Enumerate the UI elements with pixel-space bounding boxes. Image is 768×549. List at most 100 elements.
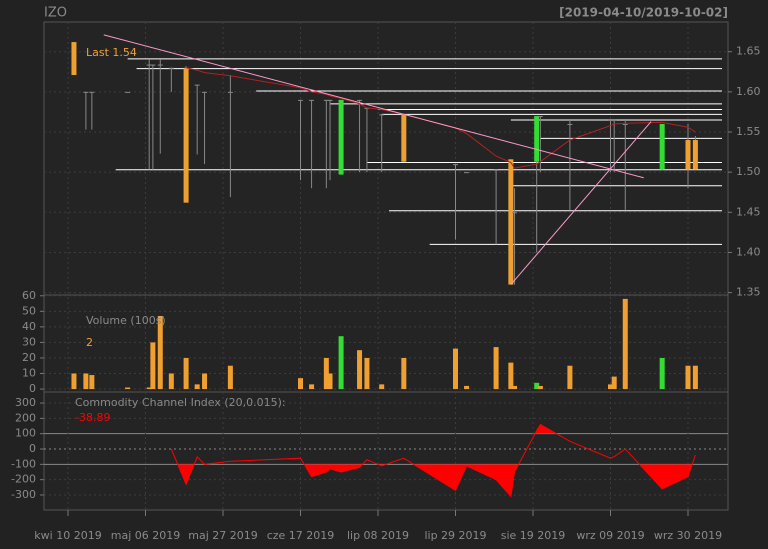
volume-bar: [338, 336, 344, 390]
candle-body: [493, 169, 499, 171]
x-tick-label: maj 06 2019: [111, 529, 181, 542]
candle-body: [659, 123, 665, 170]
volume-bar: [567, 365, 573, 390]
volume-bar: [508, 362, 514, 390]
candle-body: [202, 91, 208, 93]
candle-body: [150, 64, 156, 66]
candle-body: [453, 164, 458, 166]
volume-bar: [309, 384, 315, 390]
candle-body: [309, 99, 315, 101]
candle-body: [168, 67, 174, 69]
candle-body: [194, 84, 200, 86]
candle-body: [323, 99, 329, 101]
volume-bar: [150, 342, 156, 390]
volume-bar: [692, 365, 698, 390]
cci-tick-label: 0: [29, 442, 36, 455]
volume-bar: [685, 365, 691, 390]
candle-body: [338, 99, 344, 175]
candle-body: [537, 115, 543, 117]
y-tick-label: 1.35: [736, 286, 761, 299]
volume-bar: [537, 385, 543, 390]
volume-bar: [534, 382, 540, 390]
volume-label: Volume (100s): [86, 314, 166, 327]
candle-body: [327, 99, 333, 101]
candle-body: [227, 91, 233, 93]
cci-tick-label: 200: [15, 411, 36, 424]
cci-tick-label: -200: [11, 473, 36, 486]
candle-body: [364, 107, 370, 109]
volume-bar: [227, 365, 233, 390]
volume-bar: [659, 357, 665, 390]
y-tick-label: 1.45: [736, 205, 761, 218]
volume-bar: [364, 357, 370, 390]
y-tick-label: 1.65: [736, 45, 761, 58]
candle-body: [464, 172, 470, 174]
cci-line: [170, 423, 696, 498]
volume-bar: [146, 387, 152, 390]
candle-body: [357, 99, 363, 101]
last-price: Last 1.54: [86, 46, 137, 59]
candle-body: [512, 212, 518, 214]
candle-body: [692, 140, 698, 170]
volume-last: 2: [86, 336, 93, 349]
volume-bar: [327, 373, 333, 390]
plot-frame: [43, 21, 729, 511]
candle-body: [71, 42, 77, 75]
volume-bar: [125, 387, 131, 390]
x-tick-label: lip 08 2019: [347, 529, 409, 542]
candle-body: [83, 91, 89, 93]
volume-bar: [202, 373, 208, 390]
candle-body: [611, 119, 617, 121]
x-tick-label: kwi 10 2019: [34, 529, 101, 542]
volume-bar: [298, 378, 303, 390]
candle-body: [125, 91, 131, 93]
date-range: [2019-04-10/2019-10-02]: [559, 6, 728, 20]
candle-body: [685, 140, 691, 170]
candle-body: [298, 99, 303, 101]
volume-bar: [168, 373, 174, 390]
volume-bar: [379, 384, 385, 390]
volume-bar: [323, 357, 329, 390]
x-tick-label: maj 27 2019: [188, 529, 258, 542]
y-tick-label: 1.40: [736, 245, 761, 258]
cci-last: -38.89: [75, 411, 110, 424]
y-tick-label: 1.50: [736, 165, 761, 178]
volume-bar: [83, 373, 89, 390]
volume-bar: [401, 357, 407, 390]
volume-bar: [464, 385, 470, 390]
volume-tick-label: 30: [22, 335, 36, 348]
volume-bar: [357, 350, 363, 390]
cci-tick-label: 300: [15, 396, 36, 409]
x-tick-label: wrz 30 2019: [654, 529, 722, 542]
cci-tick-label: -100: [11, 457, 36, 470]
cci-tick-label: -300: [11, 488, 36, 501]
volume-bar: [622, 298, 628, 390]
volume-tick-label: 0: [29, 382, 36, 395]
candle-body: [89, 91, 95, 93]
volume-bar: [608, 384, 613, 390]
volume-bar: [194, 384, 200, 390]
y-tick-label: 1.55: [736, 125, 761, 138]
x-tick-label: cze 17 2019: [267, 529, 335, 542]
volume-bar: [89, 375, 95, 390]
candle-body: [567, 123, 573, 125]
volume-tick-label: 60: [22, 289, 36, 302]
volume-bar: [157, 315, 163, 390]
candle-body: [379, 114, 385, 116]
volume-bar: [493, 347, 499, 390]
trend-line: [510, 121, 652, 285]
volume-bar: [183, 357, 189, 390]
candle-body: [622, 123, 628, 125]
candle-body: [508, 159, 514, 285]
candle-body: [534, 115, 540, 162]
volume-tick-label: 20: [22, 351, 36, 364]
x-tick-label: sie 19 2019: [501, 529, 566, 542]
chart-title: IZO: [44, 6, 67, 21]
volume-bar: [71, 373, 77, 390]
volume-tick-label: 10: [22, 367, 36, 380]
candle-body: [183, 67, 189, 203]
candle-body: [401, 114, 407, 162]
x-tick-label: lip 29 2019: [424, 529, 486, 542]
candle-body: [146, 64, 152, 66]
volume-tick-label: 50: [22, 304, 36, 317]
